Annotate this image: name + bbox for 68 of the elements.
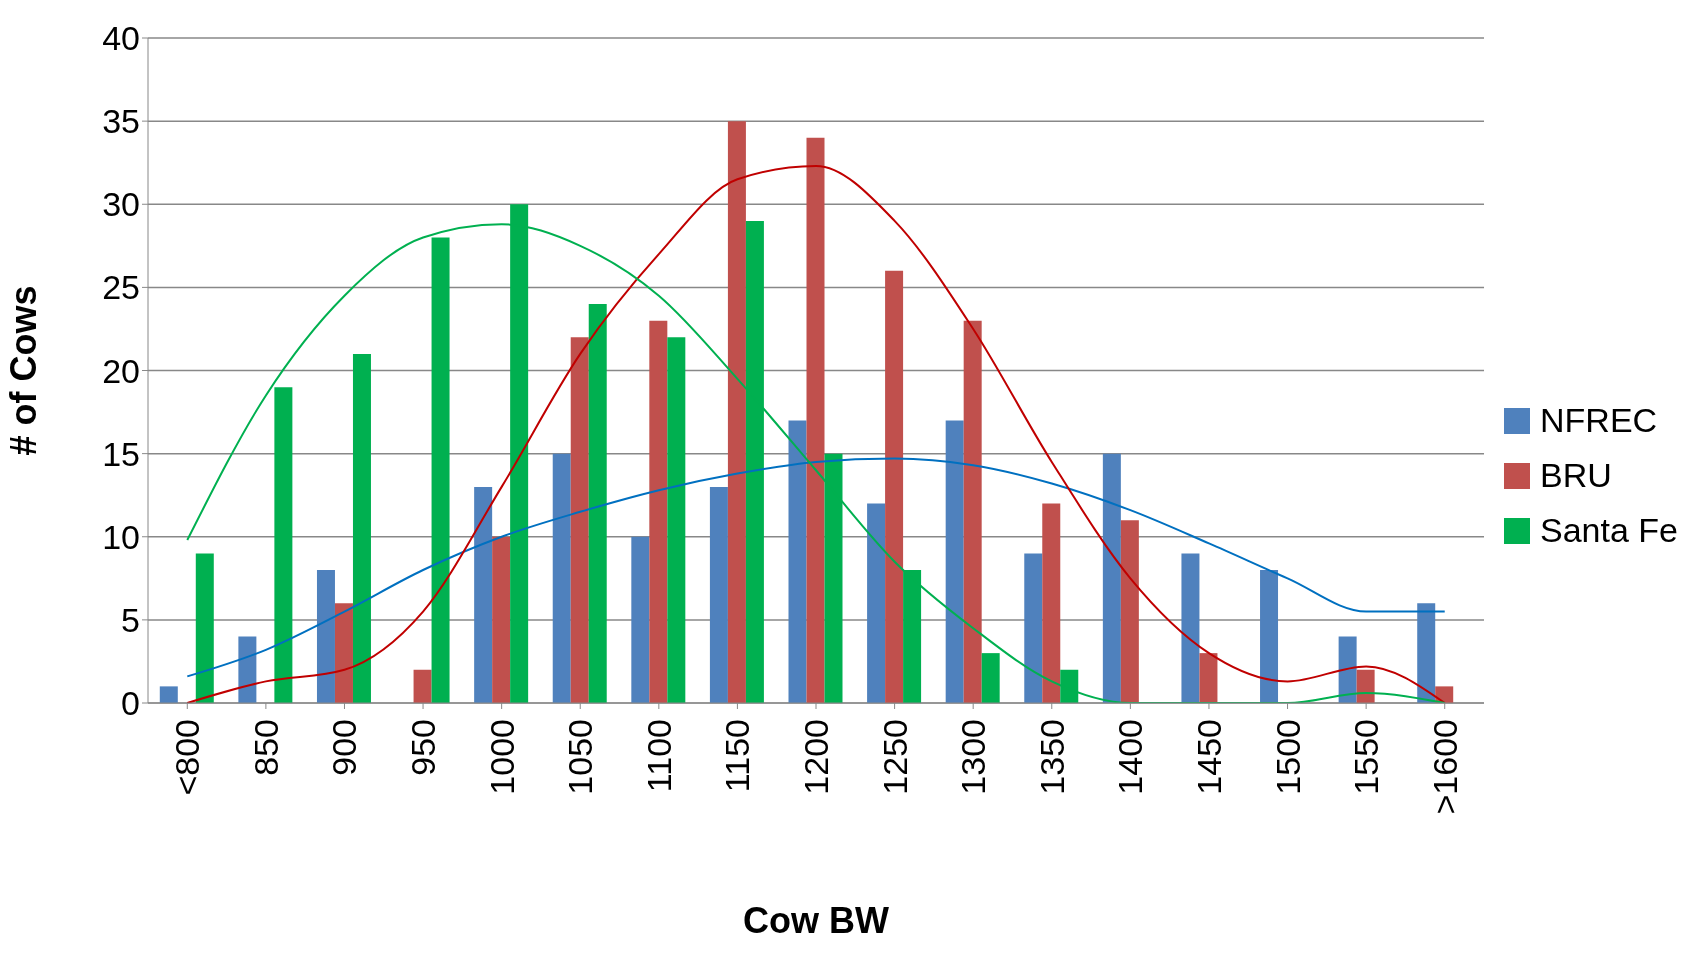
bar: [963, 320, 982, 703]
x-tick-label: 1150: [718, 719, 757, 793]
x-tick-label: 1000: [482, 719, 521, 795]
bar: [1260, 570, 1279, 703]
x-tick-label: 1550: [1347, 719, 1386, 795]
bar: [631, 536, 650, 703]
bar: [352, 353, 371, 703]
bar: [885, 270, 904, 703]
bar: [709, 486, 728, 703]
y-tick-label: 35: [102, 102, 140, 141]
bar: [1024, 553, 1043, 703]
bar: [316, 570, 335, 703]
y-tick-label: 10: [102, 517, 140, 556]
bar: [431, 237, 450, 703]
legend-label: Santa Fe: [1540, 511, 1678, 550]
x-tick-label: 1250: [875, 719, 914, 795]
x-tick-label: 1500: [1268, 719, 1307, 795]
legend-label: BRU: [1540, 456, 1612, 495]
x-tick-label: <800: [168, 719, 207, 796]
bar: [1102, 453, 1121, 703]
bar: [667, 337, 686, 703]
y-tick-label: 25: [102, 268, 140, 307]
y-tick-label: 30: [102, 185, 140, 224]
x-tick-label: 1400: [1111, 719, 1150, 795]
bar: [806, 137, 825, 703]
x-tick-label: 1350: [1032, 719, 1071, 795]
bar: [1338, 636, 1357, 703]
bar: [570, 337, 589, 703]
bar: [492, 536, 511, 703]
bar: [981, 653, 1000, 703]
bar: [1181, 553, 1200, 703]
y-tick-label: 15: [102, 434, 140, 473]
x-tick-label: 1100: [639, 719, 678, 793]
y-tick-label: 40: [102, 19, 140, 58]
x-tick-label: 1450: [1189, 719, 1228, 795]
x-tick-label: 900: [325, 719, 364, 776]
bar: [474, 486, 493, 703]
y-tick-label: 20: [102, 351, 140, 390]
y-tick-label: 5: [121, 600, 140, 639]
bar: [274, 387, 293, 703]
bar: [1356, 669, 1375, 703]
x-axis-title: Cow BW: [743, 900, 890, 941]
x-tick-label: >1600: [1425, 719, 1464, 815]
bar: [195, 553, 214, 703]
line-series: [186, 457, 1446, 678]
bar: [1120, 520, 1139, 703]
bar: [1199, 653, 1218, 703]
x-tick-label: 1300: [954, 719, 993, 795]
bar: [727, 121, 746, 703]
bar: [1417, 603, 1436, 703]
bar: [1042, 503, 1061, 703]
bar: [552, 453, 571, 703]
y-tick-label: 0: [121, 684, 140, 723]
x-tick-label: 850: [246, 719, 285, 776]
x-tick-label: 950: [404, 719, 443, 776]
x-tick-label: 1200: [797, 719, 836, 795]
bar: [238, 636, 257, 703]
x-tick-label: 1050: [561, 719, 600, 795]
bar: [413, 669, 432, 703]
bar: [334, 603, 353, 703]
y-axis-title: # of Cows: [2, 285, 44, 456]
bar: [649, 320, 668, 703]
bar: [867, 503, 886, 703]
bar: [588, 304, 607, 703]
bar: [159, 686, 178, 703]
legend-label: NFREC: [1540, 401, 1658, 440]
bar: [788, 420, 807, 703]
bar: [945, 420, 964, 703]
